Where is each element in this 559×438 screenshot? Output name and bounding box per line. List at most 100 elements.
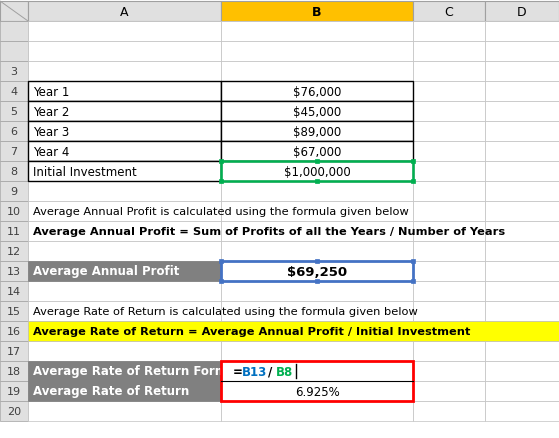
- Bar: [221, 102, 413, 122]
- Text: 12: 12: [7, 247, 21, 256]
- Bar: [0, 22, 28, 42]
- Bar: [28, 62, 221, 82]
- Text: C: C: [444, 6, 453, 18]
- Bar: [221, 122, 413, 141]
- Bar: [413, 22, 485, 42]
- Text: 5: 5: [11, 107, 17, 117]
- Bar: [28, 102, 221, 122]
- Bar: [221, 261, 413, 281]
- Bar: [221, 381, 413, 401]
- Bar: [28, 122, 221, 141]
- Text: 7: 7: [11, 147, 17, 157]
- Text: 10: 10: [7, 207, 21, 216]
- Bar: [221, 361, 413, 401]
- Bar: [0, 122, 28, 141]
- Bar: [221, 201, 413, 222]
- Bar: [315, 259, 319, 263]
- Bar: [485, 241, 559, 261]
- Text: $67,000: $67,000: [293, 145, 341, 158]
- Bar: [485, 122, 559, 141]
- Bar: [221, 82, 413, 102]
- Bar: [485, 162, 559, 182]
- Bar: [28, 381, 221, 401]
- Bar: [0, 222, 28, 241]
- Bar: [0, 261, 28, 281]
- Bar: [221, 241, 413, 261]
- Bar: [28, 122, 221, 141]
- Bar: [413, 122, 485, 141]
- Bar: [28, 341, 221, 361]
- Bar: [0, 162, 28, 182]
- Bar: [0, 361, 28, 381]
- Bar: [0, 102, 28, 122]
- Bar: [221, 2, 413, 22]
- Text: 20: 20: [7, 406, 21, 416]
- Bar: [485, 141, 559, 162]
- Bar: [28, 102, 221, 122]
- Bar: [411, 180, 415, 184]
- Bar: [28, 301, 221, 321]
- Text: Average Rate of Return Formula: Average Rate of Return Formula: [33, 365, 247, 378]
- Bar: [221, 122, 413, 141]
- Bar: [28, 22, 221, 42]
- Text: Initial Investment: Initial Investment: [33, 165, 137, 178]
- Bar: [28, 141, 221, 162]
- Bar: [0, 42, 28, 62]
- Bar: [0, 82, 28, 102]
- Text: $76,000: $76,000: [293, 85, 341, 98]
- Text: 15: 15: [7, 306, 21, 316]
- Bar: [221, 381, 413, 401]
- Bar: [0, 201, 28, 222]
- Bar: [485, 42, 559, 62]
- Bar: [411, 279, 415, 283]
- Bar: [221, 162, 413, 182]
- Bar: [221, 82, 413, 102]
- Text: /: /: [268, 365, 272, 378]
- Text: 16: 16: [7, 326, 21, 336]
- Text: Year 1: Year 1: [33, 85, 69, 98]
- Bar: [28, 261, 221, 281]
- Bar: [0, 2, 28, 22]
- Text: $1,000,000: $1,000,000: [283, 165, 350, 178]
- Bar: [221, 361, 413, 381]
- Bar: [413, 241, 485, 261]
- Bar: [413, 261, 485, 281]
- Text: Average Annual Profit: Average Annual Profit: [33, 265, 179, 278]
- Bar: [315, 159, 319, 164]
- Bar: [28, 82, 221, 102]
- Bar: [485, 261, 559, 281]
- Bar: [485, 102, 559, 122]
- Bar: [485, 381, 559, 401]
- Text: 11: 11: [7, 226, 21, 237]
- Text: Average Annual Profit is calculated using the formula given below: Average Annual Profit is calculated usin…: [33, 207, 409, 216]
- Bar: [28, 381, 221, 401]
- Text: 4: 4: [11, 87, 17, 97]
- Bar: [411, 159, 415, 164]
- Bar: [221, 62, 413, 82]
- Bar: [315, 180, 319, 184]
- Bar: [221, 301, 413, 321]
- Text: $69,250: $69,250: [287, 265, 347, 278]
- Bar: [0, 381, 28, 401]
- Text: Average Rate of Return: Average Rate of Return: [33, 385, 190, 398]
- Bar: [485, 82, 559, 102]
- Text: 9: 9: [11, 187, 17, 197]
- Bar: [221, 162, 413, 182]
- Bar: [221, 361, 413, 381]
- Bar: [219, 259, 223, 263]
- Bar: [221, 341, 413, 361]
- Bar: [221, 141, 413, 162]
- Bar: [0, 62, 28, 82]
- Text: 14: 14: [7, 286, 21, 297]
- Bar: [485, 321, 559, 341]
- Bar: [221, 42, 413, 62]
- Bar: [0, 401, 28, 421]
- Bar: [0, 321, 28, 341]
- Bar: [221, 182, 413, 201]
- Bar: [28, 241, 221, 261]
- Bar: [413, 141, 485, 162]
- Bar: [221, 102, 413, 122]
- Text: B13: B13: [242, 365, 267, 378]
- Bar: [0, 301, 28, 321]
- Text: Year 4: Year 4: [33, 145, 69, 158]
